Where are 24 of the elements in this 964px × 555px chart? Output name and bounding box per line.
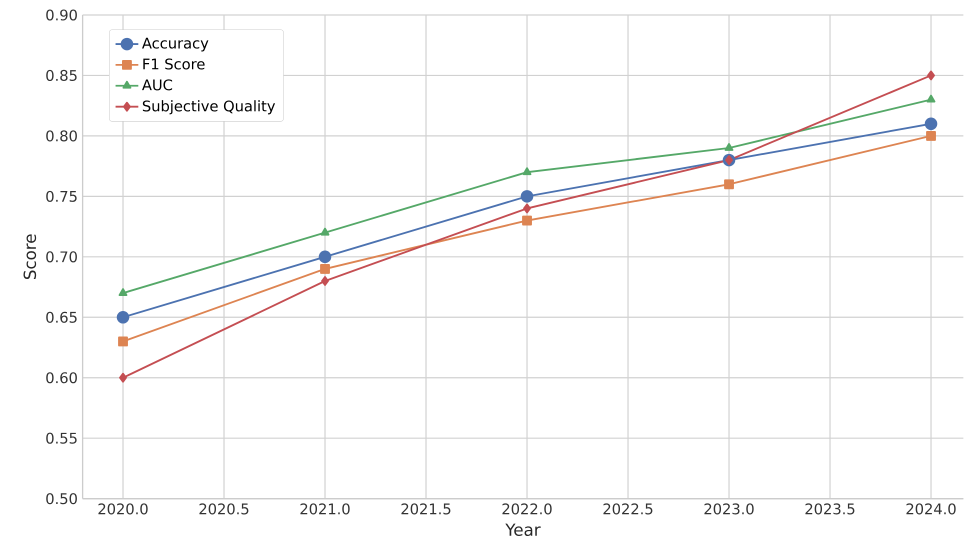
y-tick-label: 0.85	[46, 70, 77, 82]
y-tick-label: 0.70	[46, 251, 77, 263]
x-tick-label: 2023.5	[805, 504, 854, 515]
x-tick-label: 2022.5	[603, 504, 652, 515]
legend-label: Accuracy	[142, 38, 208, 52]
x-tick-label: 2020.0	[98, 504, 148, 515]
y-tick-label: 0.60	[46, 372, 77, 384]
y-tick-label: 0.90	[46, 10, 77, 21]
y-tick-label: 0.75	[46, 191, 77, 202]
legend-label: Subjective Quality	[142, 100, 276, 115]
legend-label: AUC	[142, 80, 172, 91]
x-tick-label: 2024.0	[906, 504, 956, 515]
y-tick-label: 0.50	[46, 493, 77, 504]
y-tick-label: 0.65	[46, 312, 77, 324]
x-tick-label: 2020.5	[199, 504, 248, 515]
legend-label: F1 Score	[143, 58, 205, 70]
x-axis-title: Year	[505, 524, 541, 536]
y-tick-label: 0.55	[46, 432, 77, 444]
y-tick-label: 0.80	[46, 130, 77, 142]
y-axis-title: Score	[24, 234, 36, 280]
x-tick-label: 2023.0	[704, 504, 754, 515]
x-tick-label: 2021.0	[300, 504, 350, 515]
x-tick-label: 2021.5	[401, 504, 450, 515]
x-tick-label: 2022.0	[502, 504, 552, 515]
